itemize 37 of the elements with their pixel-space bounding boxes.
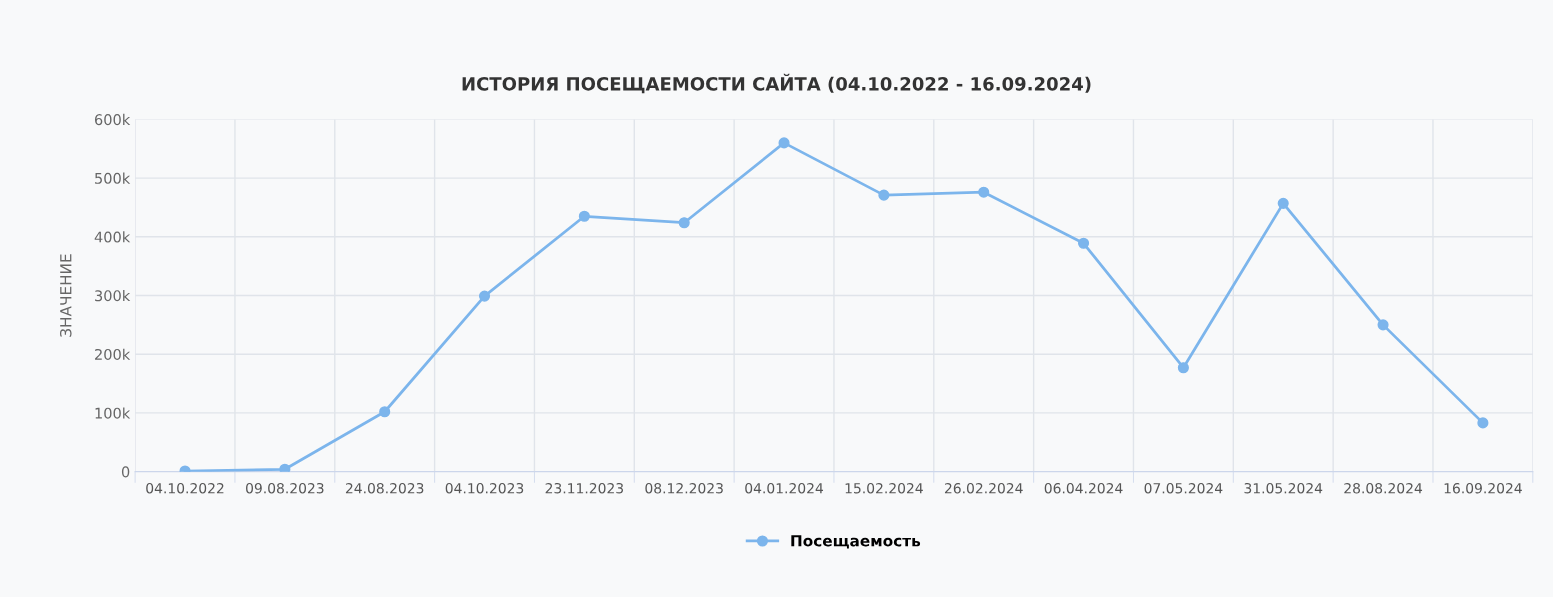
point (778, 137, 790, 149)
x-tick-label: 09.08.2023 (246, 482, 324, 494)
y-tick-label: 100k (95, 407, 131, 419)
point (379, 406, 391, 418)
y-tick-label: 400k (94, 231, 131, 243)
point (1277, 197, 1289, 209)
point (1077, 237, 1090, 249)
x-tick-label: 26.02.2024 (944, 482, 1023, 494)
point (1177, 362, 1189, 374)
legend-label: Посещаемость (791, 535, 921, 549)
y-tick-label: 600k (94, 113, 131, 126)
x-tick-label: 31.05.2024 (1244, 482, 1323, 494)
y-tick-label: 0 (121, 466, 130, 478)
point (678, 217, 690, 229)
y-tick-label: 500k (95, 172, 131, 184)
y-tick-label: 200k (95, 348, 131, 360)
x-tick-label: 16.09.2024 (1444, 482, 1522, 494)
x-tick-label: 07.05.2024 (1144, 482, 1223, 494)
x-tick-label: 28.08.2024 (1344, 482, 1423, 494)
y-tick-label: 300k (95, 289, 131, 302)
x-tick-label: 04.01.2024 (745, 482, 824, 494)
x-tick-label: 24.08.2023 (345, 482, 424, 494)
x-tick-label: 08.12.2023 (645, 482, 723, 494)
chart-title: ИСТОРИЯ ПОСЕЩАЕМОСТИ САЙТА (04.10.2022 - 16.09.2024) (462, 73, 1091, 94)
point (279, 463, 291, 472)
point (1377, 319, 1389, 331)
x-tick-label: 04.10.2022 (146, 482, 224, 494)
point (1477, 417, 1489, 429)
x-tick-label: 04.10.2023 (445, 482, 524, 494)
y-axis-title: ЗНАЧЕНИЕ (60, 254, 72, 337)
point (578, 210, 590, 222)
point (478, 290, 491, 302)
point (978, 186, 990, 198)
point (878, 189, 890, 201)
x-tick-label: 23.11.2023 (545, 482, 624, 494)
x-tick-label: 15.02.2024 (845, 482, 923, 494)
x-tick-label: 06.04.2024 (1044, 482, 1123, 494)
